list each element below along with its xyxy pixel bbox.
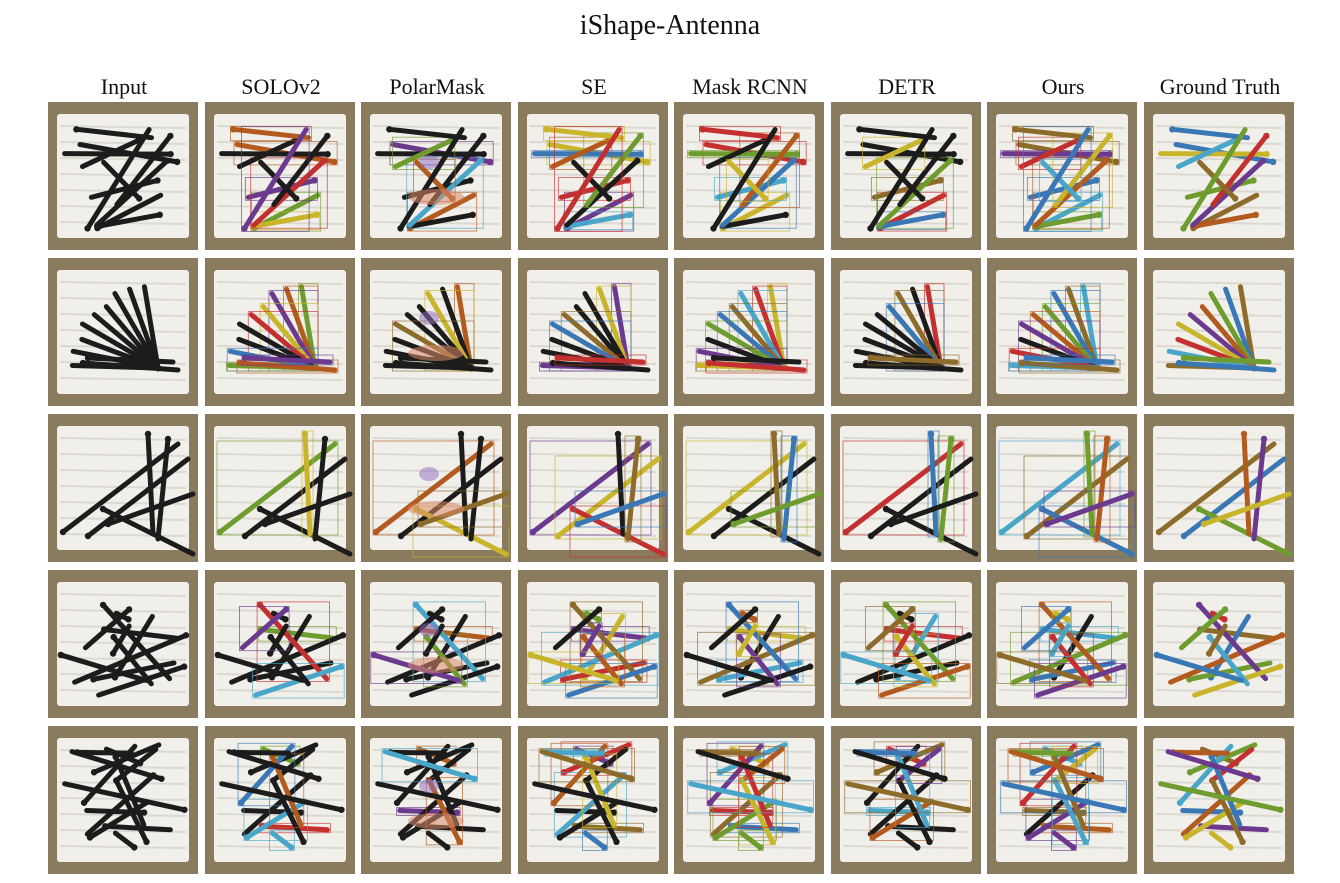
result-image (205, 726, 355, 874)
result-image (831, 258, 981, 406)
result-image (518, 726, 668, 874)
result-image (1144, 258, 1294, 406)
column-header-ours: Ours (1041, 74, 1085, 99)
column-header-se: SE (581, 74, 607, 99)
result-image (831, 726, 981, 874)
column-header-input: Input (100, 74, 148, 99)
result-image (361, 258, 511, 406)
result-image (1144, 414, 1294, 562)
result-image (361, 726, 511, 874)
result-image (361, 414, 511, 562)
result-image (518, 414, 668, 562)
column-header-polarmask: PolarMask (389, 74, 485, 99)
figure-title: iShape-Antenna (579, 10, 761, 41)
result-image (1144, 102, 1294, 250)
result-image (518, 102, 668, 250)
result-image (205, 258, 355, 406)
result-image (831, 570, 981, 718)
result-image (48, 258, 198, 406)
result-image (831, 102, 981, 250)
result-image (518, 258, 668, 406)
result-image (361, 102, 511, 250)
result-image (1144, 570, 1294, 718)
result-image (518, 570, 668, 718)
result-image (674, 414, 824, 562)
result-image (987, 726, 1137, 874)
column-header-solov2: SOLOv2 (241, 74, 321, 99)
result-image (205, 102, 355, 250)
result-image (674, 726, 824, 874)
result-image (205, 570, 355, 718)
result-image (48, 102, 198, 250)
result-image (987, 570, 1137, 718)
result-image (361, 570, 511, 718)
result-image (1144, 726, 1294, 874)
result-image (48, 414, 198, 562)
result-image (674, 102, 824, 250)
result-image (674, 258, 824, 406)
result-image (48, 570, 198, 718)
column-header-ground-truth: Ground Truth (1159, 74, 1281, 99)
result-image (205, 414, 355, 562)
column-header-detr: DETR (878, 74, 936, 99)
result-image (987, 258, 1137, 406)
column-header-mask-rcnn: Mask RCNN (692, 74, 808, 99)
result-image (831, 414, 981, 562)
result-image (987, 414, 1137, 562)
result-image (48, 726, 198, 874)
result-image (987, 102, 1137, 250)
result-image (674, 570, 824, 718)
